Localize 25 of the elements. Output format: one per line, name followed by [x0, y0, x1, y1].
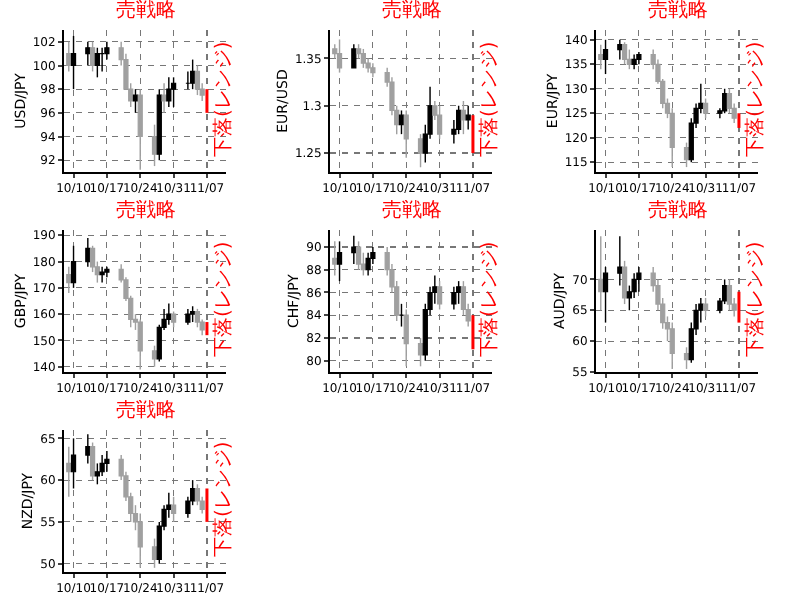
chart-title: 売戦略 — [382, 0, 443, 22]
candlestick — [85, 434, 91, 464]
candlestick — [99, 266, 105, 283]
chart-title: 売戦略 — [116, 0, 177, 22]
chart-title: 売戦略 — [648, 198, 709, 222]
candlestick — [617, 236, 623, 286]
text: 下落(レンジ) — [210, 41, 235, 158]
candlestick — [104, 450, 110, 472]
text: 下落(レンジ) — [210, 241, 235, 358]
candlestick — [636, 267, 642, 292]
candlestick — [465, 105, 471, 130]
candlestick — [617, 39, 623, 60]
text: 下落(レンジ) — [476, 241, 501, 358]
chart-title: 売戦略 — [648, 0, 709, 22]
candlestick — [166, 303, 172, 325]
text: 下落(レンジ) — [210, 441, 235, 558]
text: 下落(レンジ) — [476, 41, 501, 158]
text: 下落(レンジ) — [742, 41, 767, 158]
chart-title: 売戦略 — [116, 198, 177, 222]
chart-title: 売戦略 — [116, 398, 177, 422]
candlestick — [351, 235, 357, 265]
candlestick — [161, 83, 167, 113]
chart-title: 売戦略 — [382, 198, 443, 222]
candlestick — [85, 41, 91, 66]
text: 下落(レンジ) — [742, 241, 767, 358]
